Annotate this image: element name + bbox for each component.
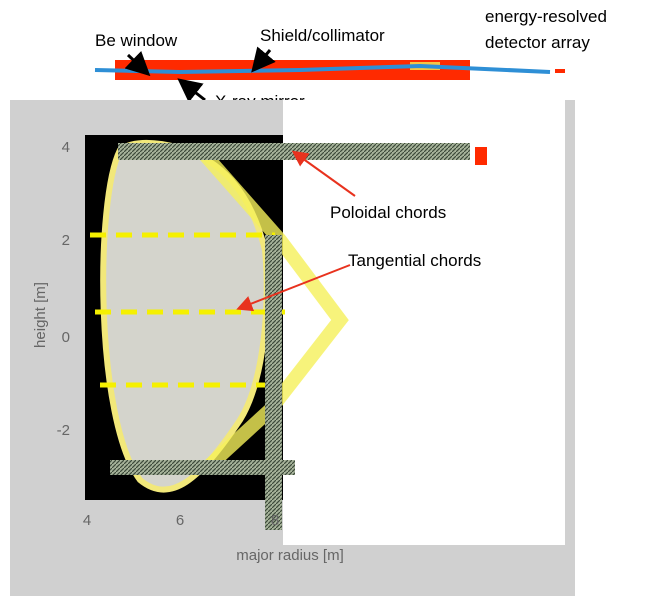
label: Shield/collimator xyxy=(260,26,385,45)
figure: Be window Shield/collimator energy-resol… xyxy=(0,0,662,596)
y-tick-label: 0 xyxy=(62,329,70,346)
label: energy-resolved xyxy=(485,7,607,26)
x-tick-label: 8 xyxy=(271,512,279,529)
label: Tangential chords xyxy=(348,251,481,270)
x-axis-title: major radius [m] xyxy=(236,547,344,564)
label: detector array xyxy=(485,33,590,52)
panel-white xyxy=(283,100,565,545)
y-tick-label: -2 xyxy=(57,422,70,439)
arrow xyxy=(182,82,205,100)
chord-bar xyxy=(118,143,470,160)
chord-bar xyxy=(110,460,295,475)
x-tick-label: 4 xyxy=(83,512,91,529)
detector xyxy=(555,69,565,73)
chord-bar xyxy=(265,235,282,530)
detector xyxy=(475,147,487,165)
label: Be window xyxy=(95,31,178,50)
y-tick-label: 2 xyxy=(62,232,70,249)
x-tick-label: 6 xyxy=(176,512,184,529)
y-axis-title: height [m] xyxy=(32,282,49,348)
y-tick-label: 4 xyxy=(62,139,70,156)
label: Poloidal chords xyxy=(330,203,446,222)
